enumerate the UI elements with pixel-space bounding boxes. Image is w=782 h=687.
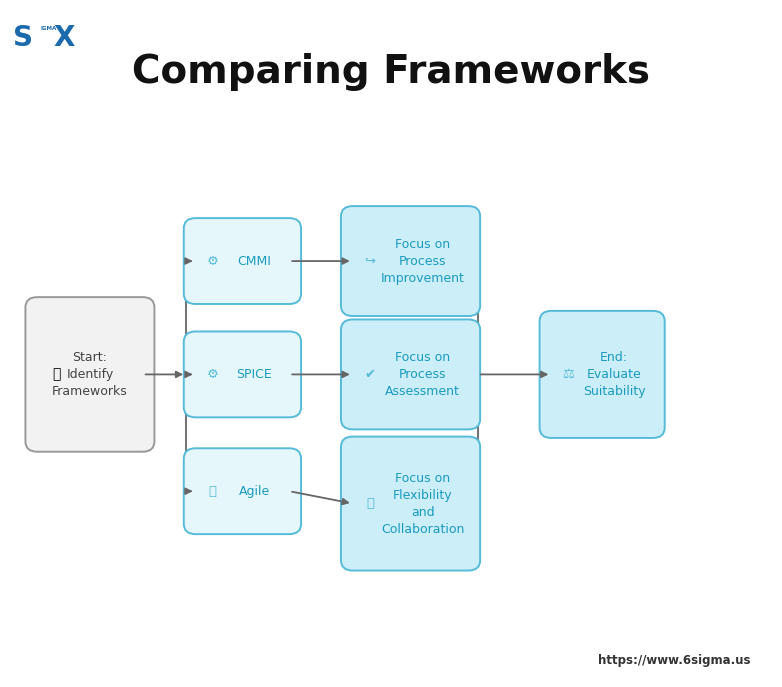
FancyBboxPatch shape (540, 311, 665, 438)
Text: Agile: Agile (239, 485, 270, 497)
FancyBboxPatch shape (25, 297, 155, 452)
Text: ⚙️: ⚙️ (206, 368, 219, 381)
Text: 🤝: 🤝 (366, 497, 374, 510)
Text: Comparing Frameworks: Comparing Frameworks (132, 53, 650, 91)
Text: Focus on
Flexibility
and
Collaboration: Focus on Flexibility and Collaboration (381, 471, 465, 536)
Text: 🛞: 🛞 (209, 485, 217, 497)
FancyBboxPatch shape (341, 206, 480, 316)
Text: CMMI: CMMI (238, 255, 271, 267)
FancyBboxPatch shape (341, 319, 480, 429)
FancyBboxPatch shape (184, 331, 301, 417)
Text: Start:
Identify
Frameworks: Start: Identify Frameworks (52, 351, 127, 398)
Text: Focus on
Process
Assessment: Focus on Process Assessment (386, 351, 460, 398)
Text: https://www.6sigma.us: https://www.6sigma.us (598, 655, 751, 667)
Text: SPICE: SPICE (237, 368, 272, 381)
Text: X: X (53, 24, 75, 52)
Text: End:
Evaluate
Suitability: End: Evaluate Suitability (583, 351, 645, 398)
Text: ↪: ↪ (364, 255, 375, 267)
FancyBboxPatch shape (184, 218, 301, 304)
Text: ⚖: ⚖ (562, 368, 575, 381)
Text: Focus on
Process
Improvement: Focus on Process Improvement (381, 238, 465, 284)
FancyBboxPatch shape (341, 437, 480, 570)
Text: ⚙️: ⚙️ (206, 255, 219, 267)
Text: 🔍: 🔍 (52, 368, 61, 381)
Text: ✔: ✔ (364, 368, 375, 381)
Text: S: S (13, 24, 34, 52)
Text: IGMA: IGMA (41, 26, 57, 31)
FancyBboxPatch shape (184, 449, 301, 534)
